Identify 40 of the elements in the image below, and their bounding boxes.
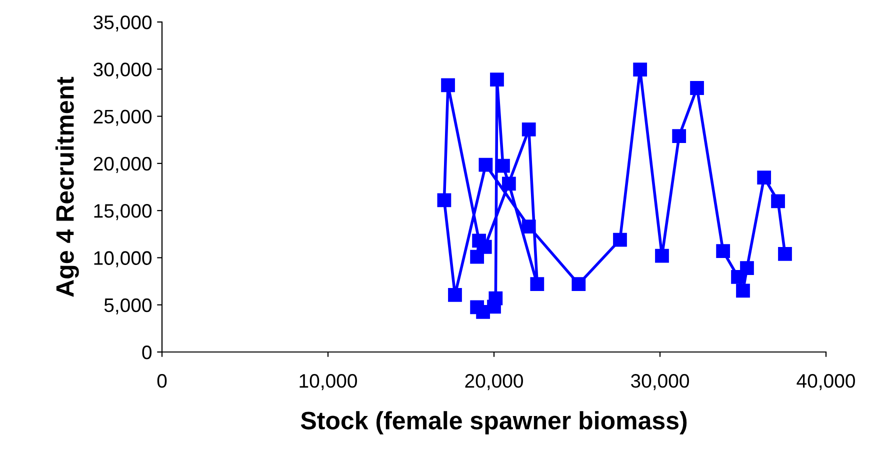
y-tick-label: 20,000 bbox=[94, 156, 152, 173]
x-tick-label: 20,000 bbox=[465, 374, 523, 390]
point bbox=[716, 244, 730, 258]
point bbox=[522, 122, 536, 136]
point bbox=[488, 291, 503, 306]
y-tick-label: 10,000 bbox=[94, 251, 152, 268]
point bbox=[633, 62, 648, 77]
point bbox=[655, 248, 669, 263]
point bbox=[496, 158, 510, 173]
point bbox=[478, 158, 493, 172]
point bbox=[522, 220, 536, 234]
x-tick-label: 40,000 bbox=[796, 374, 855, 390]
point bbox=[441, 78, 455, 92]
x-tick-label: 10,000 bbox=[300, 374, 357, 390]
point bbox=[490, 72, 504, 86]
point bbox=[530, 277, 544, 292]
y-tick-label: 35,000 bbox=[94, 15, 152, 32]
y-tick-label: 30,000 bbox=[94, 62, 152, 79]
y-tick-label: 15,000 bbox=[94, 204, 152, 220]
point bbox=[757, 170, 772, 185]
point bbox=[736, 284, 750, 298]
point bbox=[437, 193, 452, 208]
point bbox=[740, 261, 754, 276]
point bbox=[690, 81, 704, 95]
point bbox=[778, 247, 792, 261]
x-tick-label: 30,000 bbox=[631, 374, 689, 390]
x-tick-label: 0 bbox=[157, 374, 167, 388]
y-tick-label: 0 bbox=[142, 345, 152, 360]
point bbox=[448, 288, 462, 302]
point bbox=[472, 234, 486, 248]
point bbox=[502, 176, 516, 191]
point bbox=[613, 232, 627, 247]
point bbox=[771, 194, 785, 208]
point bbox=[572, 277, 586, 292]
y-tick-label: 5,000 bbox=[104, 298, 152, 314]
point bbox=[470, 250, 484, 264]
point bbox=[672, 129, 686, 144]
x-axis-title: Stock (female spawner biomass) bbox=[300, 411, 687, 434]
y-axis-title: Age 4 Recruitment bbox=[56, 76, 79, 297]
y-tick-label: 25,000 bbox=[94, 110, 152, 126]
